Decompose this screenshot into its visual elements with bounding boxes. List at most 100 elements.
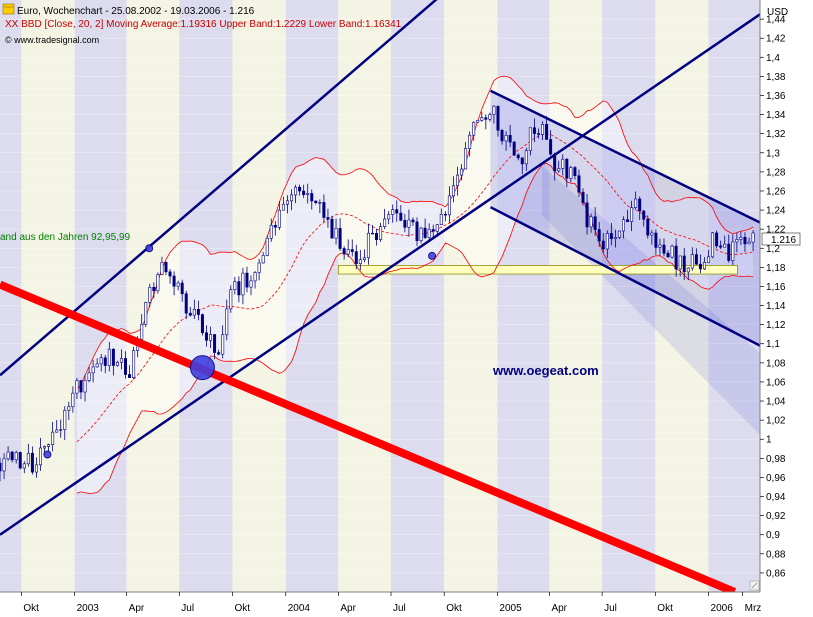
left-note: and aus den Jahren 92,95,99 xyxy=(0,232,131,243)
candle-body xyxy=(379,226,383,240)
candle-body xyxy=(156,274,160,291)
candle-body xyxy=(391,209,395,215)
candle xyxy=(626,209,630,223)
candle-body xyxy=(0,462,2,472)
up-channel-lower-line xyxy=(0,13,761,536)
candle xyxy=(549,130,553,156)
candle xyxy=(370,225,374,235)
candle-body xyxy=(561,158,565,169)
up-channel-upper-line xyxy=(0,0,438,377)
candle-body xyxy=(184,293,188,314)
watermark: www.oegeat.com xyxy=(492,363,599,378)
candle xyxy=(642,210,646,227)
candle-body xyxy=(261,255,265,264)
last-price-label: 1.216 xyxy=(761,232,801,246)
y-tick-label: 1,12 xyxy=(766,320,786,331)
candle-body xyxy=(281,203,285,211)
candle xyxy=(354,244,358,270)
x-axis: Okt 2003 Apr Jul Okt 2004 Apr Jul Okt 2005 Apr Jul O… xyxy=(21,592,761,614)
candle xyxy=(152,282,156,299)
down-channel-upper-line xyxy=(489,89,761,224)
window-icon[interactable] xyxy=(2,3,15,15)
candle-body xyxy=(682,255,686,273)
candle-body xyxy=(423,227,427,238)
candle xyxy=(30,446,34,475)
candle xyxy=(451,176,455,203)
candle xyxy=(399,205,403,222)
down-channel-lower-line xyxy=(489,206,761,347)
candle-body xyxy=(549,139,553,155)
candle xyxy=(148,283,152,308)
candle xyxy=(261,251,265,264)
y-tick-label: 1,3 xyxy=(766,148,780,159)
candle xyxy=(747,237,751,245)
candle-body xyxy=(634,198,638,208)
source-credit: © www.tradesignal.com xyxy=(5,35,99,45)
support-zone xyxy=(338,265,738,275)
candle-body xyxy=(302,190,306,195)
y-tick-label: 0,98 xyxy=(766,454,786,465)
candle xyxy=(427,223,431,242)
candle xyxy=(22,461,26,474)
candle xyxy=(674,238,678,277)
candle-body xyxy=(622,219,626,232)
candle xyxy=(67,401,71,420)
quarter-stripe xyxy=(232,0,286,592)
candle-body xyxy=(294,186,298,196)
y-tick-label: 1,06 xyxy=(766,377,786,388)
x-tick-label: 2006 xyxy=(711,603,734,614)
candle-body xyxy=(10,451,14,461)
candle-body xyxy=(460,168,464,176)
support-zone-rect xyxy=(338,265,738,275)
y-tick-label: 1,32 xyxy=(766,129,786,140)
candle-body xyxy=(727,243,731,261)
price-candles xyxy=(0,105,755,482)
candle xyxy=(229,285,233,313)
y-tick-label: 1,44 xyxy=(766,15,786,26)
y-tick-label: 1,16 xyxy=(766,282,786,293)
candle xyxy=(55,420,59,433)
candle-body xyxy=(597,229,601,242)
candle xyxy=(496,105,500,137)
candle-body xyxy=(508,135,512,143)
candle xyxy=(63,406,67,440)
candle xyxy=(512,141,516,156)
candle-body xyxy=(6,451,10,460)
candle xyxy=(739,231,743,245)
candle-body xyxy=(233,281,237,291)
candle xyxy=(682,247,686,281)
candle xyxy=(107,341,111,372)
x-tick-label: Mrz xyxy=(745,603,762,614)
candle xyxy=(99,353,103,372)
candle-body xyxy=(711,232,715,258)
candle xyxy=(723,235,727,248)
candle-body xyxy=(306,193,310,195)
candle xyxy=(269,218,273,242)
candle-body xyxy=(99,357,103,365)
candle xyxy=(735,232,739,253)
candle xyxy=(561,154,565,176)
candle-body xyxy=(225,308,229,336)
candle-body xyxy=(132,350,136,378)
candle-body xyxy=(464,148,468,170)
candle-body xyxy=(698,263,702,270)
candle-body xyxy=(723,243,727,248)
resize-grip-icon[interactable] xyxy=(749,580,760,591)
candle xyxy=(87,366,91,383)
x-tick-label: Okt xyxy=(23,603,39,614)
candle xyxy=(407,209,411,237)
candle xyxy=(698,254,702,274)
candle-body xyxy=(601,240,605,250)
candle xyxy=(702,257,706,271)
candle xyxy=(443,211,447,222)
candle xyxy=(346,239,350,258)
x-tick-label: Jul xyxy=(393,603,406,614)
candle-body xyxy=(350,249,354,252)
candle-body xyxy=(468,134,472,149)
candle xyxy=(646,215,650,239)
candle xyxy=(314,200,318,205)
candle xyxy=(395,200,399,222)
candle xyxy=(334,218,338,245)
candle-body xyxy=(269,224,273,239)
